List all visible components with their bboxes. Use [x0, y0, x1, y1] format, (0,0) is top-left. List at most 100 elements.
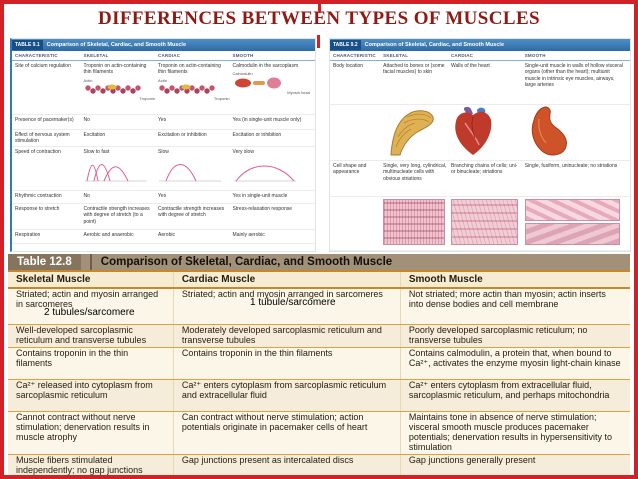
table-cell: Yes (in single-unit muscle only) — [232, 117, 302, 123]
table-cell: Well-developed sarcoplasmic reticulum an… — [16, 325, 147, 345]
skeletal-twitch-graph — [84, 164, 147, 182]
table-cell: Ca²⁺ enters cytoplasm from sarcoplasmic … — [172, 380, 400, 412]
slide-title: DIFFERENCES BETWEEN TYPES OF MUSCLES — [98, 8, 540, 29]
table-9-2-figure: TABLE 9.2 Comparison of Skeletal, Cardia… — [329, 38, 631, 252]
illustration-cell — [525, 105, 628, 159]
column-header: SMOOTH — [232, 53, 254, 58]
table-cell: Gap junctions generally present — [399, 455, 630, 475]
column-header-skeletal: Skeletal Muscle — [16, 274, 91, 285]
column-header-smooth: Smooth Muscle — [399, 272, 630, 287]
table-cell: Striated; actin and myosin arranged in s… — [16, 289, 159, 309]
table-cell: Walls of the heart — [450, 63, 490, 69]
table-cell: Contractile strength increases with degr… — [83, 206, 150, 225]
table-cell: Excitation — [83, 132, 106, 138]
table-9-1-header-row: CHARACTERISTIC SKELETAL CARDIAC SMOOTH — [12, 51, 315, 61]
smooth-twitch-graph — [233, 165, 296, 182]
column-header: SKELETAL — [83, 53, 109, 58]
annotation-1-tubule: 1 tubule/sarcomere — [250, 297, 336, 308]
table-9-1-title: Comparison of Skeletal, Cardiac, and Smo… — [46, 42, 187, 48]
actin-filament-icon — [159, 84, 215, 94]
table-cell: Single, very long, cylindrical, multinuc… — [383, 163, 447, 182]
table-9-2-label: TABLE 9.2 — [330, 40, 361, 50]
column-header: CARDIAC — [450, 53, 474, 58]
table-row: Presence of pacemaker(s) No Yes Yes (in … — [12, 115, 315, 130]
table-row: Striated; actin and myosin arranged in s… — [8, 289, 630, 325]
table-cell: Cell shape and appearance — [333, 163, 367, 176]
column-header: CHARACTERISTIC — [333, 53, 376, 58]
table-cell: Maintains tone in absence of nerve stimu… — [399, 412, 630, 455]
skeletal-histology-image — [383, 199, 445, 245]
table-row: Effect of nervous system stimulation Exc… — [12, 130, 315, 147]
cell-text: Slow to fast — [83, 149, 110, 155]
table-row: Cannot contract without nerve stimulatio… — [8, 412, 630, 456]
table-cell: Contains calmodulin, a protein that, whe… — [399, 348, 630, 380]
actin-filament-icon — [84, 84, 141, 94]
arm-muscles-illustration — [390, 110, 434, 156]
column-header: CHARACTERISTIC — [15, 53, 58, 58]
troponin-label: Troponin — [213, 95, 230, 101]
table-cell: Speed of contraction — [15, 149, 61, 155]
illustration-cell — [451, 105, 525, 159]
table-row: Response to stretch Contractile strength… — [12, 204, 315, 230]
red-tick-middle — [317, 35, 320, 48]
cell-text: Very slow — [232, 149, 254, 155]
column-header: SKELETAL — [383, 53, 409, 58]
table-cell: No — [83, 117, 90, 123]
stomach-illustration — [531, 106, 567, 156]
illustration-cell — [383, 199, 451, 249]
table-9-1-label: TABLE 9.1 — [12, 40, 43, 50]
table-cell: Ca²⁺ released into cytoplasm from sarcop… — [16, 380, 153, 401]
table-cell: No — [83, 193, 90, 199]
illustration-cell — [450, 199, 525, 249]
table-cell: Contains troponin in the thin filaments — [172, 348, 400, 380]
table-9-2-title: Comparison of Skeletal, Cardiac, and Smo… — [364, 42, 505, 48]
table-cell: Yes — [158, 117, 167, 123]
cell-text: Slow — [158, 149, 169, 155]
table-cell: Calmodulin in the sarcoplasm Calmodulin … — [233, 63, 313, 113]
actin-label: Actin — [83, 77, 93, 83]
table-cell: Presence of pacemaker(s) — [15, 117, 74, 123]
illustration-cell — [524, 199, 628, 249]
spacer — [333, 199, 383, 249]
cell-text: Troponin on actin-containing thin filame… — [158, 63, 221, 76]
table-row: Rhythmic contraction No Yes Yes in singl… — [12, 191, 315, 204]
table-cell: Body location — [333, 63, 364, 69]
table-cell: Slow — [158, 149, 233, 189]
table-cell: Troponin on actin-containing thin filame… — [84, 63, 159, 113]
table-cell: Response to stretch — [15, 206, 60, 212]
actin-troponin-diagram: Actin Troponin — [84, 78, 156, 101]
table-cell: Gap junctions present as intercalated di… — [172, 455, 400, 475]
table-cell: Effect of nervous system stimulation — [15, 132, 70, 145]
table-row: Site of calcium regulation Troponin on a… — [12, 61, 315, 115]
table-cell: Slow to fast — [84, 149, 159, 189]
table-cell: Ca²⁺ enters cytoplasm from extracellular… — [399, 380, 630, 412]
red-tick-top — [318, 4, 321, 13]
table-12-8-title: Comparison of Skeletal, Cardiac, and Smo… — [89, 254, 392, 270]
table-cell: Troponin on actin-containing thin filame… — [158, 63, 233, 113]
table-cell: Respiration — [15, 232, 41, 238]
table-cell: Striated; actin and myosin arranged in s… — [172, 289, 400, 324]
actin-troponin-diagram: Actin Troponin — [158, 78, 230, 101]
table-12-8: Table 12.8 Comparison of Skeletal, Cardi… — [8, 254, 630, 475]
cell-text: Troponin on actin-containing thin filame… — [83, 63, 147, 76]
calmodulin-icon — [234, 77, 281, 89]
table-cell: Yes — [158, 193, 167, 199]
table-12-8-titlebar: Table 12.8 Comparison of Skeletal, Cardi… — [8, 254, 630, 270]
table-cell: Very slow — [233, 149, 313, 189]
table-row — [330, 197, 630, 251]
table-12-8-label: Table 12.8 — [8, 254, 81, 270]
table-row — [330, 105, 630, 161]
calmodulin-myosin-diagram: Calmodulin Myosin head — [233, 71, 310, 95]
textbook-tables-row: TABLE 9.1 Comparison of Skeletal, Cardia… — [4, 30, 634, 252]
actin-label: Actin — [158, 77, 167, 83]
column-header: CARDIAC — [158, 53, 181, 58]
table-cell: Poorly developed sarcoplasmic reticulum;… — [399, 325, 630, 348]
illustration-cell — [383, 105, 451, 159]
myosin-head-label: Myosin head — [287, 90, 310, 96]
smooth-histology-image — [524, 223, 620, 245]
table-9-1-figure: TABLE 9.1 Comparison of Skeletal, Cardia… — [10, 38, 316, 252]
table-cell: Aerobic — [158, 232, 175, 238]
smooth-histology-image — [524, 199, 620, 221]
table-cell: Branching chains of cells; uni- or binuc… — [450, 163, 518, 176]
